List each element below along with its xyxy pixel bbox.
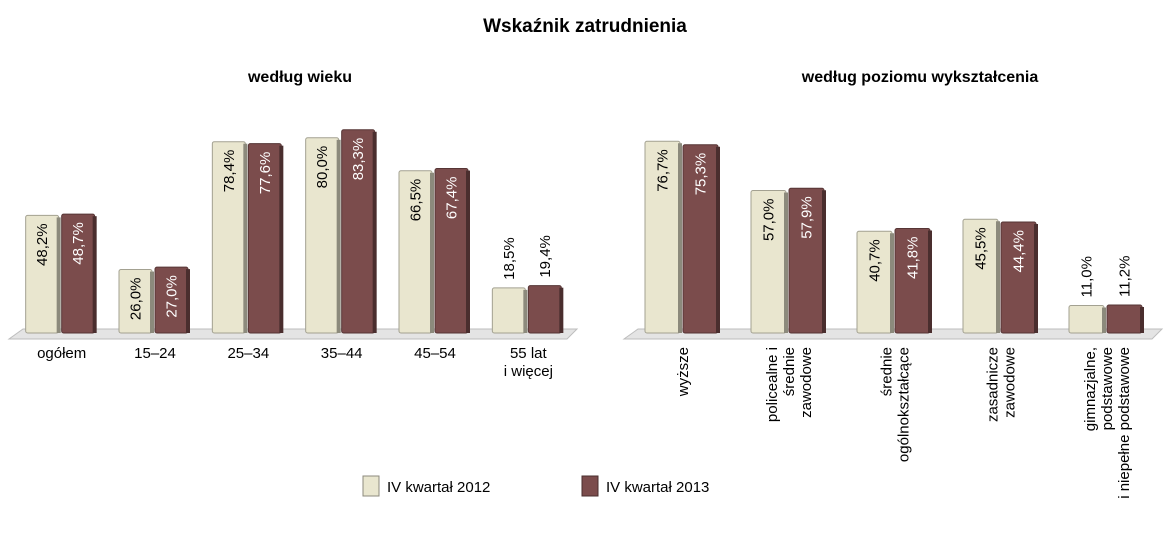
- x-tick-label: zasadnicze: [985, 347, 1002, 422]
- bar-side: [716, 146, 720, 333]
- bar-side: [678, 143, 682, 333]
- x-tick-label: podstawowe: [1099, 347, 1116, 430]
- bar: [1106, 304, 1143, 334]
- bar-side: [430, 172, 434, 333]
- value-label: 11,0%: [1079, 256, 1096, 297]
- x-tick-label: średnie: [879, 347, 896, 396]
- bar-side: [1140, 307, 1144, 333]
- bar-side: [1034, 224, 1038, 333]
- value-label: 57,0%: [761, 199, 778, 242]
- legend-swatch: [362, 475, 380, 497]
- x-tick-label: 25–34: [227, 345, 269, 362]
- legend-label: IV kwartał 2013: [606, 479, 709, 496]
- bar: [491, 287, 526, 334]
- bar-side: [372, 131, 377, 333]
- bar-side: [784, 192, 788, 333]
- x-tick-label: i niepełne podstawowe: [1116, 347, 1133, 499]
- x-tick-label: ogółem: [37, 345, 86, 362]
- bar: [527, 285, 562, 334]
- value-label: 48,2%: [34, 223, 51, 266]
- value-label: 78,4%: [221, 150, 238, 193]
- x-tick-label: ogólnokształcące: [896, 347, 913, 462]
- value-label: 80,0%: [314, 146, 331, 189]
- x-tick-label: 55 lat: [510, 345, 548, 362]
- bar-side: [890, 233, 894, 333]
- value-label: 27,0%: [164, 275, 181, 318]
- x-tick-label: policealne i: [764, 347, 781, 422]
- bar-side: [150, 271, 154, 333]
- bar-side: [928, 230, 932, 333]
- bar-side: [186, 269, 190, 333]
- bar-side: [822, 190, 826, 333]
- value-label: 77,6%: [257, 152, 274, 195]
- page-title: Wskaźnik zatrudnienia: [483, 16, 687, 37]
- value-label: 75,3%: [693, 153, 710, 196]
- bar-side: [56, 217, 61, 333]
- value-label: 18,5%: [501, 237, 518, 280]
- x-tick-label: gimnazjalne,: [1082, 347, 1099, 431]
- bar-side: [559, 287, 564, 333]
- bar-side: [336, 139, 341, 333]
- bar-side: [1102, 307, 1106, 333]
- value-label: 76,7%: [655, 149, 672, 192]
- x-tick-label: i więcej: [504, 363, 553, 380]
- x-tick-label: 35–44: [321, 345, 363, 362]
- x-tick-label: średnie: [781, 347, 798, 396]
- x-tick-label: wyższe: [675, 347, 692, 397]
- bar-side: [523, 289, 528, 333]
- value-label: 57,9%: [799, 196, 816, 239]
- value-label: 67,4%: [444, 177, 461, 220]
- bar-side: [279, 145, 284, 333]
- bar-side: [996, 221, 1000, 333]
- x-tick-label: 45–54: [414, 345, 456, 362]
- bar-side: [92, 216, 97, 333]
- value-label: 45,5%: [973, 227, 990, 270]
- x-tick-label: zawodowe: [1002, 347, 1019, 418]
- value-label: 19,4%: [537, 235, 554, 278]
- chart-title: według wieku: [247, 69, 352, 86]
- value-label: 83,3%: [350, 138, 367, 181]
- value-label: 26,0%: [128, 278, 145, 321]
- value-label: 40,7%: [867, 239, 884, 282]
- legend-swatch: [581, 475, 599, 497]
- x-tick-label: 15–24: [134, 345, 176, 362]
- value-label: 66,5%: [408, 179, 425, 222]
- value-label: 41,8%: [905, 237, 922, 280]
- bar-side: [243, 143, 248, 333]
- value-label: 48,7%: [70, 222, 87, 265]
- x-tick-label: zawodowe: [798, 347, 815, 418]
- value-label: 11,2%: [1117, 256, 1134, 297]
- legend-label: IV kwartał 2012: [387, 479, 490, 496]
- bar-side: [466, 170, 470, 333]
- bar: [1068, 305, 1105, 334]
- value-label: 44,4%: [1011, 230, 1028, 273]
- chart-title: według poziomu wykształcenia: [801, 69, 1039, 86]
